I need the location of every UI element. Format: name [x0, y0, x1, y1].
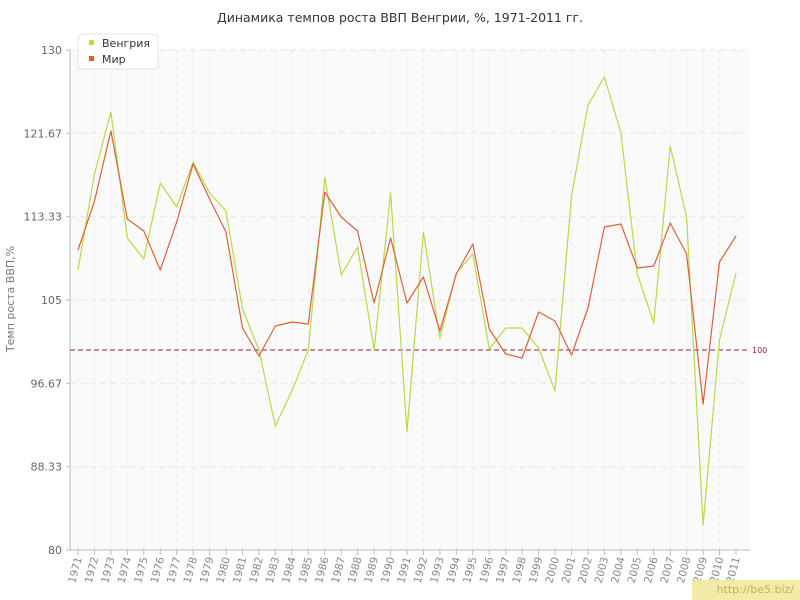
- y-tick-label: 113.33: [24, 211, 63, 224]
- y-axis-ticks: 130 121.67 113.33 105 96.67 88.33 80: [24, 44, 70, 557]
- legend[interactable]: Венгрия Мир: [77, 33, 159, 70]
- y-tick-label: 80: [48, 544, 62, 557]
- legend-item-label[interactable]: Венгрия: [102, 37, 150, 50]
- watermark[interactable]: http://be5.biz/: [692, 580, 800, 600]
- reference-line: 100: [70, 346, 767, 355]
- y-axis-label: Темп роста ВВП,%: [4, 246, 17, 353]
- legend-box: [77, 33, 159, 70]
- x-axis-ticks: 1971197219731974197519761977197819791980…: [66, 550, 743, 585]
- series-line-world[interactable]: [77, 130, 737, 405]
- series-line-hungary[interactable]: [77, 76, 737, 526]
- y-tick-label: 121.67: [24, 127, 63, 140]
- reference-line-label: 100: [752, 346, 767, 355]
- chart-title: Динамика темпов роста ВВП Венгрии, %, 19…: [217, 10, 583, 25]
- y-tick-label: 96.67: [31, 377, 63, 390]
- y-tick-label: 105: [41, 294, 62, 307]
- y-tick-label: 130: [41, 44, 62, 57]
- legend-swatch: [89, 40, 94, 45]
- y-tick-label: 88.33: [31, 461, 63, 474]
- legend-item-label[interactable]: Мир: [102, 53, 126, 66]
- series-lines: [77, 76, 737, 526]
- legend-swatch: [89, 56, 94, 61]
